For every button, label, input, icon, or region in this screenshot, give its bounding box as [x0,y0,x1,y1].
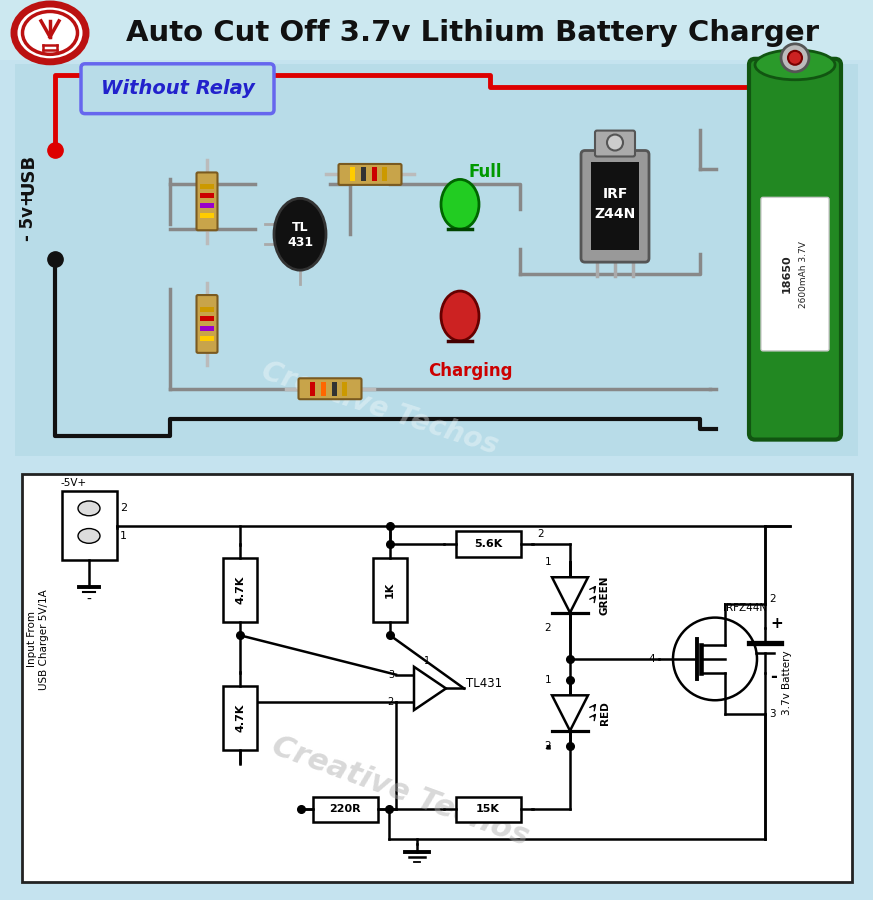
Text: 2: 2 [120,503,127,513]
FancyBboxPatch shape [313,796,377,823]
Text: 431: 431 [287,236,313,248]
Text: +: + [770,616,783,631]
Text: IRFZ44N: IRFZ44N [723,603,767,613]
Circle shape [781,44,809,72]
Bar [200,194,214,198]
Text: 2600mAh 3.7V: 2600mAh 3.7V [799,240,808,308]
FancyBboxPatch shape [339,164,402,184]
Bar [361,167,366,182]
Text: 3: 3 [769,709,775,719]
Text: TL: TL [292,220,308,234]
Bar [200,184,214,189]
Text: 2: 2 [769,594,775,604]
Text: IRF: IRF [602,187,628,202]
Ellipse shape [274,198,326,270]
FancyBboxPatch shape [62,491,117,560]
Bar [200,213,214,219]
FancyBboxPatch shape [456,531,520,556]
Text: Charging: Charging [428,362,512,380]
Circle shape [607,135,623,150]
Text: Creative Techos: Creative Techos [267,732,533,851]
FancyBboxPatch shape [81,64,274,113]
Ellipse shape [78,501,100,516]
FancyBboxPatch shape [196,173,217,230]
Bar [321,382,326,396]
Circle shape [673,617,757,700]
Text: 220R: 220R [329,805,361,814]
Bar [372,167,377,182]
Bar [200,307,214,312]
FancyBboxPatch shape [299,378,361,400]
Ellipse shape [441,291,479,341]
Text: 18650: 18650 [782,255,792,293]
Text: USB: USB [19,154,37,195]
Text: Full: Full [468,164,502,182]
FancyBboxPatch shape [196,295,217,353]
Text: -: - [770,668,777,686]
Bar [0,0,873,59]
Bar [200,326,214,331]
Text: Z44N: Z44N [595,207,636,221]
FancyBboxPatch shape [595,130,635,157]
Text: 1: 1 [545,675,552,685]
Text: Auto Cut Off 3.7v Lithium Battery Charger: Auto Cut Off 3.7v Lithium Battery Charge… [126,19,819,47]
Text: 1: 1 [120,531,127,541]
Text: 2: 2 [388,698,394,707]
Text: 1: 1 [545,556,552,566]
Text: 1: 1 [424,656,430,666]
Text: - 5v+: - 5v+ [19,192,37,240]
Text: -5V+: -5V+ [61,478,87,488]
Text: Without Relay: Without Relay [101,79,255,98]
Text: 5.6K: 5.6K [474,539,502,549]
Text: TL431: TL431 [466,677,502,690]
Text: GREEN: GREEN [600,575,610,615]
Text: 3.7v Battery: 3.7v Battery [782,650,792,715]
Bar [15,64,858,455]
Text: -: - [86,593,92,607]
Text: Creative Techos: Creative Techos [258,357,502,460]
Text: 15K: 15K [476,805,500,814]
Bar [342,382,347,396]
Text: 1K: 1K [385,582,395,599]
FancyBboxPatch shape [581,150,649,262]
FancyBboxPatch shape [761,197,829,351]
Text: ■: ■ [546,744,551,749]
Bar [310,382,315,396]
Text: 4: 4 [649,654,655,664]
Polygon shape [552,577,588,613]
FancyBboxPatch shape [223,686,257,750]
Ellipse shape [78,528,100,544]
Text: 2: 2 [537,529,544,539]
Ellipse shape [755,50,835,80]
Text: Input From
USB Charger 5V/1A: Input From USB Charger 5V/1A [27,589,49,689]
Polygon shape [552,696,588,731]
Polygon shape [414,667,446,710]
Bar [200,203,214,208]
FancyBboxPatch shape [456,796,520,823]
Ellipse shape [14,4,86,62]
FancyBboxPatch shape [223,558,257,622]
FancyBboxPatch shape [749,58,841,439]
FancyBboxPatch shape [22,474,852,882]
Bar [200,316,214,321]
Text: 2: 2 [545,624,552,634]
Bar [332,382,337,396]
Text: 4.7K: 4.7K [235,576,245,604]
Text: RED: RED [600,701,610,724]
Ellipse shape [23,12,78,54]
Text: 3: 3 [388,670,394,680]
Bar [350,167,355,182]
FancyBboxPatch shape [591,163,639,250]
Text: 4.7K: 4.7K [235,704,245,732]
Ellipse shape [441,179,479,230]
Bar [382,167,387,182]
Text: 2: 2 [545,742,552,751]
Bar [200,336,214,341]
FancyBboxPatch shape [373,558,407,622]
Circle shape [788,50,802,65]
